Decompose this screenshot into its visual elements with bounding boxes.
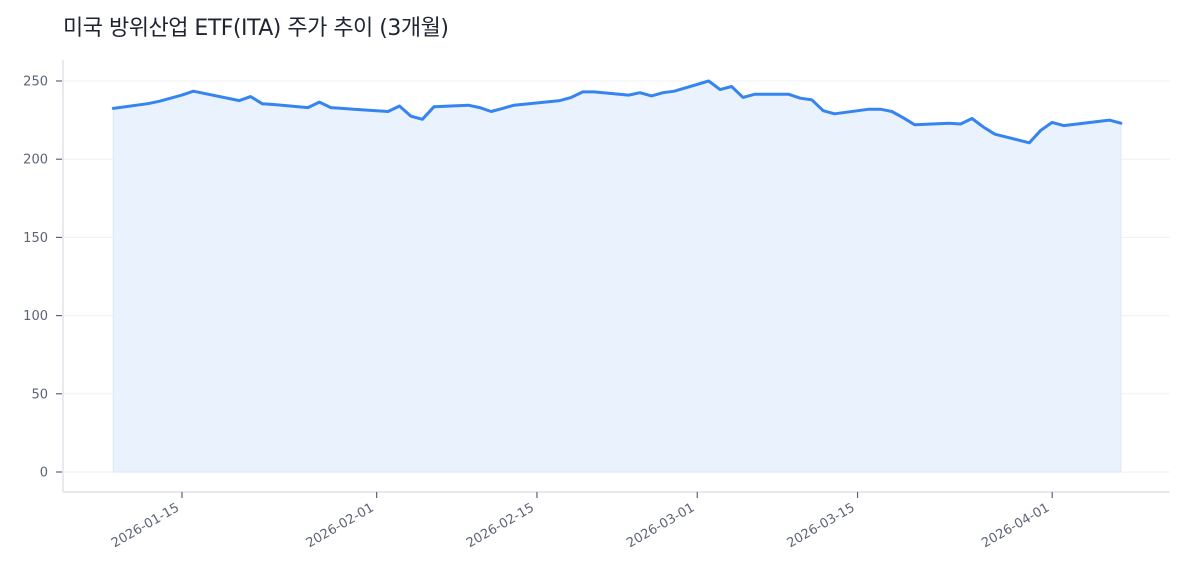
y-tick-label: 100 bbox=[23, 309, 48, 324]
x-tick-label: 2026-03-01 bbox=[624, 500, 697, 551]
area-fill bbox=[112, 80, 1122, 473]
chart-title: 미국 방위산업 ETF(ITA) 주가 추이 (3개월) bbox=[63, 16, 449, 41]
y-tick-label: 150 bbox=[23, 231, 48, 246]
axes bbox=[62, 60, 1170, 493]
price-line bbox=[111, 79, 1123, 145]
y-tick-label: 0 bbox=[40, 466, 48, 481]
x-tick-label: 2026-02-01 bbox=[304, 500, 377, 551]
x-tick-label: 2026-03-15 bbox=[785, 500, 858, 551]
x-tick-label: 2026-02-15 bbox=[464, 500, 537, 551]
price-area bbox=[111, 79, 1123, 473]
x-tick-label: 2026-04-01 bbox=[979, 500, 1052, 551]
y-tick-label: 50 bbox=[31, 387, 48, 402]
y-tick-label: 200 bbox=[23, 153, 48, 168]
x-tick-label: 2026-01-15 bbox=[109, 500, 182, 551]
y-tick-label: 250 bbox=[23, 75, 48, 90]
x-axis-ticks: 2026-01-15 2026-02-01 2026-02-15 2026-03-01… bbox=[109, 492, 1053, 551]
y-axis-ticks: 0 50 100 150 200 250 bbox=[23, 75, 62, 481]
